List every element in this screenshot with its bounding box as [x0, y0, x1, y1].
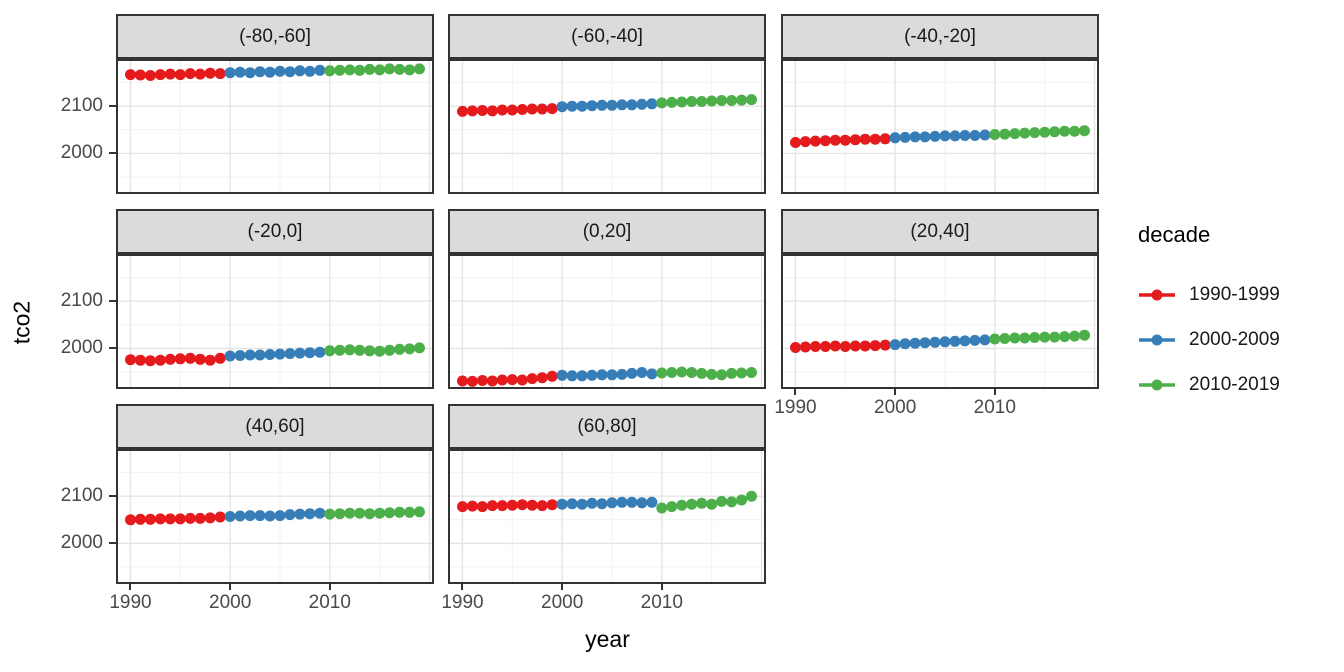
facet-strip: (-20,0] — [116, 209, 434, 254]
facet-strip-label: (-40,-20] — [904, 25, 976, 47]
legend-entry-label: 2010-2019 — [1189, 373, 1280, 395]
facet-(20,40]: (20,40] — [781, 209, 1099, 389]
legend: decade 1990-1999 2000-2009 2010-2019 — [1138, 222, 1338, 407]
legend-entry-2010-2019: 2010-2019 — [1138, 362, 1338, 407]
facet-strip: (0,20] — [448, 209, 766, 254]
x-tick-label: 2000 — [874, 397, 917, 418]
legend-entry-1990-1999: 1990-1999 — [1138, 272, 1338, 317]
y-axis-title: tco2 — [8, 300, 35, 345]
facet-strip: (20,40] — [781, 209, 1099, 254]
legend-entries: 1990-1999 2000-2009 2010-2019 — [1138, 272, 1338, 407]
y-tick-mark — [109, 542, 116, 545]
legend-title: decade — [1138, 222, 1211, 247]
facet-strip: (-80,-60] — [116, 14, 434, 59]
y-tick-mark — [109, 300, 116, 303]
facet-(-60,-40]: (-60,-40] — [448, 14, 766, 194]
legend-key-1990-1999 — [1139, 289, 1175, 300]
x-tick-label: 1990 — [441, 592, 484, 613]
x-tick-label: 1990 — [774, 397, 817, 418]
facet-(-40,-20]: (-40,-20] — [781, 14, 1099, 194]
facet-panel-plot — [116, 59, 434, 194]
x-tick-label: 2000 — [209, 592, 252, 613]
facet-(-80,-60]: (-80,-60] — [116, 14, 434, 194]
y-tick-mark — [109, 152, 116, 155]
facet-panel-plot — [781, 59, 1099, 194]
y-tick-label: 2000 — [60, 532, 103, 554]
x-tick-mark — [993, 389, 996, 395]
facet-strip-label: (60,80] — [577, 415, 637, 437]
facet-strip-label: (-80,-60] — [239, 25, 311, 47]
facet-panel-plot — [116, 449, 434, 584]
y-tick-mark — [109, 105, 116, 108]
x-tick-label: 2010 — [973, 397, 1016, 418]
x-tick-label: 2010 — [640, 592, 683, 613]
legend-entry-2000-2009: 2000-2009 — [1138, 317, 1338, 362]
facet-strip-label: (-20,0] — [247, 220, 303, 242]
y-tick-label: 2100 — [60, 95, 103, 117]
facet-strip-label: (0,20] — [582, 220, 632, 242]
legend-entry-label: 2000-2009 — [1189, 328, 1280, 350]
x-tick-label: 2000 — [541, 592, 584, 613]
y-tick-label: 2000 — [60, 142, 103, 164]
facet-panel-plot — [448, 59, 766, 194]
facet-strip: (-60,-40] — [448, 14, 766, 59]
x-axis-title: year — [585, 626, 630, 652]
facet-strip-label: (40,60] — [245, 415, 305, 437]
y-tick-mark — [109, 347, 116, 350]
facet-panel-plot — [448, 254, 766, 389]
facet-strip: (60,80] — [448, 404, 766, 449]
legend-entry-label: 1990-1999 — [1189, 283, 1280, 305]
facet-(0,20]: (0,20] — [448, 209, 766, 389]
x-tick-mark — [461, 584, 464, 590]
y-tick-label: 2100 — [60, 485, 103, 507]
legend-key-2010-2019 — [1139, 379, 1175, 390]
x-tick-mark — [328, 584, 331, 590]
facet-panel-plot — [448, 449, 766, 584]
y-tick-label: 2100 — [60, 290, 103, 312]
x-tick-label: 2010 — [308, 592, 351, 613]
y-tick-mark — [109, 495, 116, 498]
facet-(40,60]: (40,60] — [116, 404, 434, 584]
facet-strip-label: (20,40] — [910, 220, 970, 242]
facet-panel-plot — [116, 254, 434, 389]
x-tick-mark — [794, 389, 797, 395]
facet-strip: (40,60] — [116, 404, 434, 449]
x-tick-mark — [894, 389, 897, 395]
facet-(-20,0]: (-20,0] — [116, 209, 434, 389]
x-tick-mark — [561, 584, 564, 590]
facet-strip-label: (-60,-40] — [571, 25, 643, 47]
facet-panel-plot — [781, 254, 1099, 389]
facet-strip: (-40,-20] — [781, 14, 1099, 59]
y-tick-label: 2000 — [60, 337, 103, 359]
facet-(60,80]: (60,80] — [448, 404, 766, 584]
x-tick-mark — [229, 584, 232, 590]
x-tick-mark — [660, 584, 663, 590]
x-tick-label: 1990 — [109, 592, 152, 613]
x-tick-mark — [129, 584, 132, 590]
legend-key-2000-2009 — [1139, 334, 1175, 345]
